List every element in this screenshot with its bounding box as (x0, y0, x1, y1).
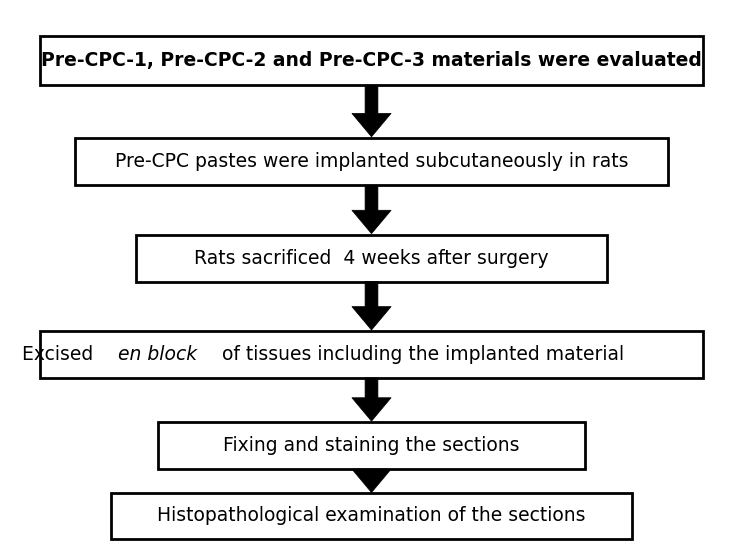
FancyBboxPatch shape (40, 331, 703, 378)
Polygon shape (352, 185, 391, 234)
Text: Pre-CPC-1, Pre-CPC-2 and Pre-CPC-3 materials were evaluated: Pre-CPC-1, Pre-CPC-2 and Pre-CPC-3 mater… (41, 51, 702, 70)
Text: Histopathological examination of the sections: Histopathological examination of the sec… (158, 507, 585, 526)
Text: Fixing and staining the sections: Fixing and staining the sections (223, 436, 520, 455)
Polygon shape (352, 282, 391, 330)
FancyBboxPatch shape (158, 422, 585, 469)
Text: Excised: Excised (22, 345, 99, 364)
Polygon shape (352, 469, 391, 493)
FancyBboxPatch shape (111, 493, 632, 540)
Text: en block: en block (117, 345, 197, 364)
FancyBboxPatch shape (136, 235, 607, 282)
Polygon shape (352, 85, 391, 137)
Text: Pre-CPC pastes were implanted subcutaneously in rats: Pre-CPC pastes were implanted subcutaneo… (114, 152, 629, 171)
Text: Rats sacrificed  4 weeks after surgery: Rats sacrificed 4 weeks after surgery (194, 249, 549, 268)
FancyBboxPatch shape (40, 36, 703, 85)
Polygon shape (352, 378, 391, 421)
Text: of tissues including the implanted material: of tissues including the implanted mater… (215, 345, 623, 364)
FancyBboxPatch shape (76, 138, 667, 185)
